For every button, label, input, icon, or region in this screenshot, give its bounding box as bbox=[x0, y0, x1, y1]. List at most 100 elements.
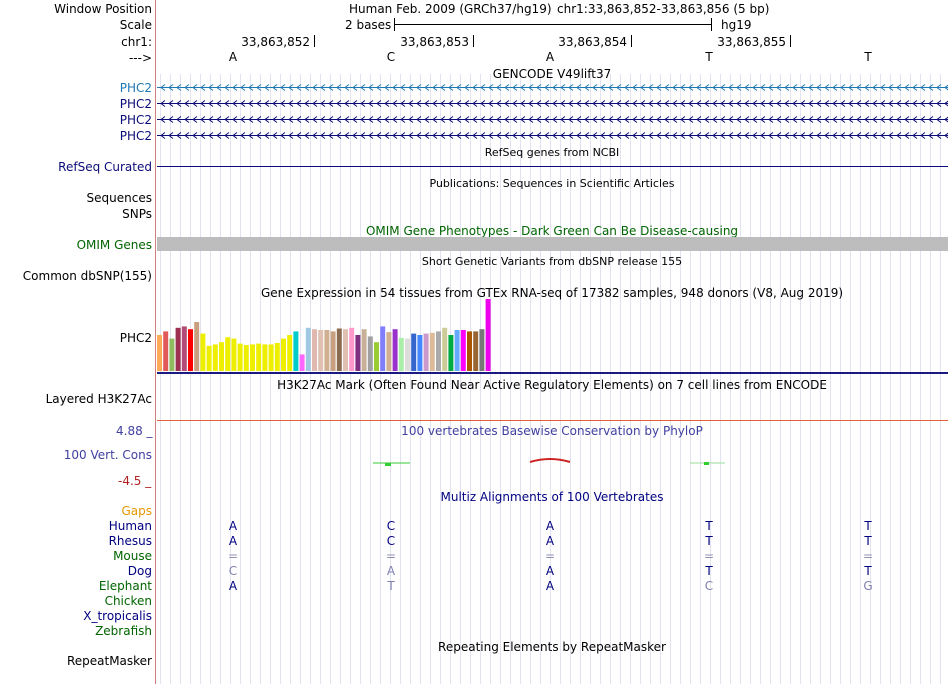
gencode-gene-label[interactable]: PHC2 bbox=[119, 113, 152, 127]
gtex-tissue-bar[interactable] bbox=[386, 332, 392, 371]
snps-label[interactable]: SNPs bbox=[122, 207, 152, 221]
gencode-gene-label[interactable]: PHC2 bbox=[119, 97, 152, 111]
h3k27ac-label[interactable]: Layered H3K27Ac bbox=[45, 392, 152, 406]
gtex-tissue-bar[interactable] bbox=[293, 331, 299, 371]
gtex-tissue-bar[interactable] bbox=[479, 329, 485, 371]
gtex-tissue-bar[interactable] bbox=[225, 337, 231, 371]
species-label[interactable]: Chicken bbox=[104, 594, 152, 608]
gtex-tissue-bar[interactable] bbox=[324, 330, 330, 371]
gencode-transcript-line[interactable] bbox=[157, 83, 948, 92]
omim-label[interactable]: OMIM Genes bbox=[76, 238, 152, 252]
gtex-tissue-bar[interactable] bbox=[398, 337, 404, 371]
gtex-tissue-bar[interactable] bbox=[454, 330, 460, 371]
publications-title[interactable]: Publications: Sequences in Scientific Ar… bbox=[429, 177, 675, 190]
gtex-tissue-bar[interactable] bbox=[188, 329, 193, 371]
gtex-tissue-bar[interactable] bbox=[349, 327, 355, 371]
refseq-label[interactable]: RefSeq Curated bbox=[58, 160, 152, 174]
dbsnp-label[interactable]: Common dbSNP(155) bbox=[22, 269, 152, 283]
multiz-title[interactable]: Multiz Alignments of 100 Vertebrates bbox=[440, 490, 664, 504]
gtex-tissue-bar[interactable] bbox=[237, 343, 243, 371]
gtex-tissue-bar[interactable] bbox=[436, 331, 441, 371]
sequences-label[interactable]: Sequences bbox=[86, 191, 152, 205]
gtex-tissue-bar[interactable] bbox=[473, 331, 479, 371]
gtex-tissue-bar[interactable] bbox=[287, 335, 293, 371]
gtex-tissue-bar[interactable] bbox=[417, 335, 423, 371]
gtex-tissue-bar[interactable] bbox=[355, 335, 361, 371]
omim-feature-bar[interactable] bbox=[157, 237, 948, 251]
gencode-title[interactable]: GENCODE V49lift37 bbox=[492, 67, 612, 81]
gencode-gene-label[interactable]: PHC2 bbox=[119, 81, 152, 95]
species-label[interactable]: Rhesus bbox=[108, 534, 152, 548]
gtex-tissue-bar[interactable] bbox=[250, 344, 255, 371]
omim-title[interactable]: OMIM Gene Phenotypes - Dark Green Can Be… bbox=[365, 224, 739, 238]
gtex-tissue-bar[interactable] bbox=[318, 330, 324, 371]
gtex-tissue-bar[interactable] bbox=[380, 326, 386, 371]
gtex-tissue-bar[interactable] bbox=[163, 331, 169, 371]
gtex-tissue-bar[interactable] bbox=[206, 345, 212, 371]
gtex-tissue-bar[interactable] bbox=[231, 338, 237, 371]
species-label[interactable]: Elephant bbox=[98, 579, 152, 593]
phylop-title[interactable]: 100 vertebrates Basewise Conservation by… bbox=[401, 424, 703, 438]
h3k27ac-title[interactable]: H3K27Ac Mark (Often Found Near Active Re… bbox=[277, 378, 827, 392]
gtex-tissue-bar[interactable] bbox=[343, 329, 348, 371]
gtex-tissue-bar[interactable] bbox=[256, 343, 262, 371]
species-label[interactable]: Dog bbox=[127, 564, 152, 578]
gtex-tissue-bar[interactable] bbox=[374, 342, 379, 371]
gtex-tissue-bar[interactable] bbox=[312, 329, 317, 371]
gtex-tissue-bar[interactable] bbox=[175, 327, 181, 371]
gtex-tissue-bar[interactable] bbox=[485, 299, 491, 371]
position-range: chr1:33,863,852-33,863,856 (5 bp) bbox=[557, 2, 770, 16]
gtex-tissue-bar[interactable] bbox=[274, 342, 280, 371]
gtex-tissue-bar[interactable] bbox=[181, 326, 187, 371]
alignment-base: C bbox=[386, 534, 396, 548]
gtex-tissue-bar[interactable] bbox=[299, 354, 305, 371]
gencode-transcript-line[interactable] bbox=[157, 131, 948, 140]
gtex-tissue-bar[interactable] bbox=[411, 333, 417, 371]
gtex-tissue-bar[interactable] bbox=[194, 322, 200, 371]
gtex-tissue-bar[interactable] bbox=[336, 328, 342, 372]
strand-label: ---> bbox=[128, 51, 152, 65]
repeatmasker-label[interactable]: RepeatMasker bbox=[66, 654, 152, 668]
gtex-tissue-bar[interactable] bbox=[442, 327, 448, 371]
h3k27ac-signal-line[interactable] bbox=[157, 420, 948, 421]
gtex-tissue-bar[interactable] bbox=[281, 338, 286, 371]
species-label[interactable]: Zebrafish bbox=[95, 624, 152, 638]
refseq-gene-line[interactable] bbox=[157, 166, 948, 167]
gtex-tissue-bar[interactable] bbox=[367, 336, 373, 371]
gtex-tissue-bar[interactable] bbox=[392, 329, 398, 371]
gtex-tissue-bar[interactable] bbox=[212, 344, 218, 371]
gtex-tissue-bar[interactable] bbox=[157, 335, 162, 371]
species-label[interactable]: Human bbox=[108, 519, 152, 533]
gtex-tissue-bar[interactable] bbox=[262, 344, 268, 371]
gtex-tissue-bar[interactable] bbox=[460, 330, 466, 371]
gtex-title[interactable]: Gene Expression in 54 tissues from GTEx … bbox=[260, 286, 844, 300]
gencode-gene-label[interactable]: PHC2 bbox=[119, 129, 152, 143]
gencode-transcript-line[interactable] bbox=[157, 115, 948, 124]
gtex-tissue-bar[interactable] bbox=[467, 331, 472, 371]
alignment-base: T bbox=[705, 564, 713, 578]
gtex-tissue-bar[interactable] bbox=[169, 338, 175, 371]
gtex-tissue-bar[interactable] bbox=[268, 344, 274, 371]
dbsnp-title[interactable]: Short Genetic Variants from dbSNP releas… bbox=[421, 255, 683, 268]
gtex-tissue-bar[interactable] bbox=[330, 331, 336, 371]
gtex-tissue-bar[interactable] bbox=[305, 327, 311, 371]
gtex-tissue-bar[interactable] bbox=[200, 333, 206, 371]
species-label[interactable]: Mouse bbox=[113, 549, 152, 563]
phylop-label[interactable]: 100 Vert. Cons bbox=[63, 448, 152, 462]
gtex-tissue-bar[interactable] bbox=[448, 335, 454, 371]
gtex-tissue-bar[interactable] bbox=[423, 333, 429, 371]
species-label[interactable]: X_tropicalis bbox=[83, 609, 152, 623]
gtex-tissue-bar[interactable] bbox=[405, 338, 410, 371]
refseq-title[interactable]: RefSeq genes from NCBI bbox=[484, 146, 620, 159]
gtex-tissue-bar[interactable] bbox=[361, 329, 367, 371]
gtex-gene-label[interactable]: PHC2 bbox=[119, 331, 152, 345]
alignment-base: T bbox=[705, 534, 713, 548]
multiz-gaps-label[interactable]: Gaps bbox=[121, 504, 152, 518]
gtex-tissue-bar[interactable] bbox=[219, 342, 224, 371]
gencode-transcript-line[interactable] bbox=[157, 99, 948, 108]
repeatmasker-title[interactable]: Repeating Elements by RepeatMasker bbox=[438, 640, 666, 654]
gtex-tissue-bar[interactable] bbox=[243, 345, 249, 371]
gtex-tissue-bar[interactable] bbox=[429, 332, 435, 371]
